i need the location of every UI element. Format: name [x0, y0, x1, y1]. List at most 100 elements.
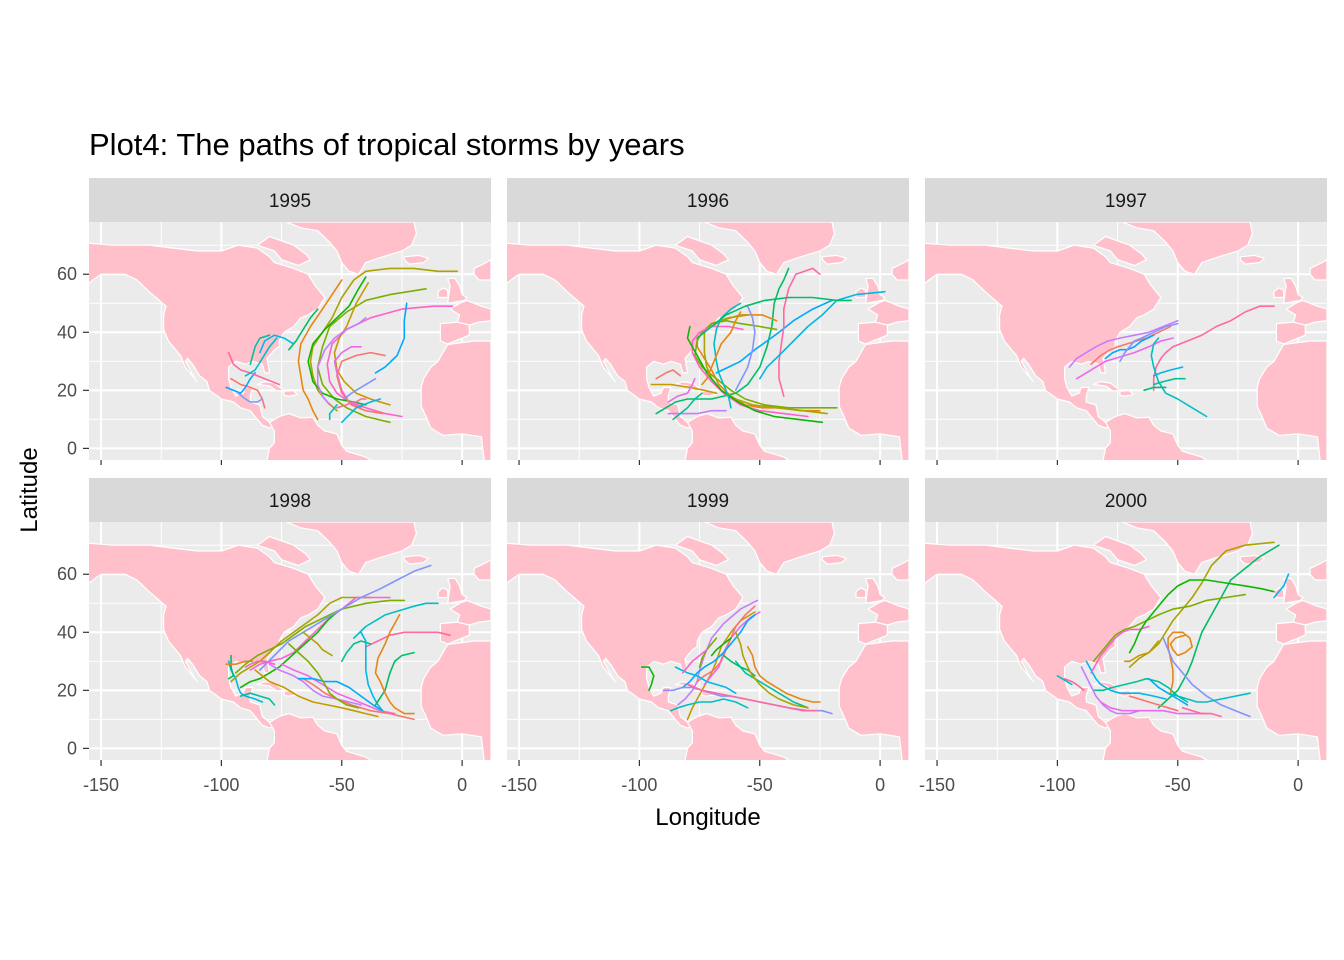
storm-track: [268, 663, 362, 706]
land-south-america: [684, 413, 790, 460]
storm-track: [715, 299, 833, 374]
storm-track: [254, 669, 379, 718]
storm-track: [1128, 579, 1275, 654]
x-tick-label: 0: [875, 775, 885, 795]
land-africa: [1256, 340, 1327, 460]
land-greenland: [285, 522, 417, 575]
y-tick-label: 20: [57, 680, 77, 700]
land-greenland: [703, 222, 836, 275]
land-iceland: [1239, 254, 1266, 265]
land-south-america: [1102, 712, 1208, 760]
facet-panel: 1998 -150 -100 -50 0 0 20 40 60: [57, 478, 491, 795]
storm-track: [230, 596, 372, 683]
storm-track: [249, 334, 271, 366]
x-tick-label: -50: [329, 775, 355, 795]
storm-tracks: [1056, 541, 1290, 718]
storm-track: [259, 334, 295, 354]
storm-track: [1152, 366, 1184, 377]
storm-track: [758, 290, 886, 380]
land-iberia: [1275, 621, 1306, 645]
storm-track: [1150, 337, 1208, 418]
storm-track: [696, 296, 853, 339]
storm-track: [640, 666, 655, 692]
land-norway: [1309, 559, 1327, 581]
land-france: [867, 299, 909, 326]
storm-track: [237, 392, 264, 403]
land-cuba: [256, 680, 285, 692]
storm-track: [734, 631, 809, 709]
y-tick-label: 60: [57, 264, 77, 284]
land-norway: [1309, 259, 1327, 281]
facet-panel: 1996: [507, 178, 909, 465]
storm-track: [655, 369, 682, 380]
storm-track: [244, 337, 278, 377]
storm-track: [1152, 305, 1275, 392]
storm-track: [686, 683, 819, 712]
storm-track: [713, 302, 742, 409]
storm-track: [297, 677, 384, 712]
land-north-america: [507, 542, 744, 729]
land-norway: [891, 559, 909, 581]
storm-track: [667, 409, 727, 415]
storm-track: [340, 640, 372, 663]
land-norway: [891, 259, 909, 281]
x-tick-label: -100: [1039, 775, 1075, 795]
y-tick-label: 40: [57, 622, 77, 642]
x-tick-label: 0: [1293, 775, 1303, 795]
facet-strip-label: 2000: [1105, 491, 1147, 512]
storm-track: [669, 698, 749, 712]
facet-strip: [89, 478, 491, 522]
land-ireland: [855, 587, 867, 599]
x-tick-label: -100: [621, 775, 657, 795]
y-tick-label: 60: [57, 564, 77, 584]
storm-track: [374, 302, 408, 374]
storm-track: [693, 319, 838, 409]
facet-strip: [507, 178, 909, 222]
storm-track: [239, 692, 276, 706]
facet-strip-label: 1999: [687, 491, 729, 512]
x-tick-label: -150: [501, 775, 537, 795]
land-south-america: [1102, 413, 1208, 460]
facet-panel: 1999 -150 -100 -50 0: [501, 478, 909, 795]
facet-strip: [925, 478, 1327, 522]
land-britain: [1283, 577, 1304, 604]
storm-track: [343, 377, 377, 400]
facet-strip-label: 1995: [269, 191, 311, 212]
storm-track: [746, 645, 821, 703]
land-iceland: [403, 254, 429, 265]
land-britain: [447, 277, 468, 304]
land-layer: [507, 522, 909, 760]
land-iceland: [821, 554, 848, 565]
storm-track: [297, 279, 343, 421]
land-south-america: [266, 413, 372, 460]
storm-track: [655, 267, 790, 415]
storm-track: [1124, 640, 1160, 663]
land-iberia: [857, 621, 888, 645]
land-baffin: [674, 535, 730, 567]
land-layer: [507, 222, 909, 460]
storm-track: [333, 282, 391, 406]
land-norway: [473, 559, 491, 581]
x-tick-label: -150: [919, 775, 955, 795]
storm-track: [677, 599, 759, 706]
land-north-america: [89, 542, 326, 729]
land-layer: [925, 522, 1327, 760]
facet-strip: [89, 178, 491, 222]
storm-track: [340, 398, 382, 424]
storm-tracks: [225, 267, 459, 424]
x-tick-label: -50: [1165, 775, 1191, 795]
storm-track: [1085, 660, 1167, 700]
land-iberia: [439, 321, 470, 345]
facet-strip: [507, 478, 909, 522]
storm-track: [734, 305, 756, 392]
land-africa: [420, 340, 491, 460]
storm-track: [1273, 573, 1290, 599]
land-cuba: [1092, 381, 1121, 392]
x-tick-label: -150: [83, 775, 119, 795]
storm-track: [1080, 666, 1140, 715]
storm-track: [316, 316, 367, 406]
storm-track: [686, 325, 824, 424]
storm-track: [227, 351, 281, 386]
facet-strip-label: 1996: [687, 191, 729, 212]
storm-track: [1090, 325, 1172, 366]
